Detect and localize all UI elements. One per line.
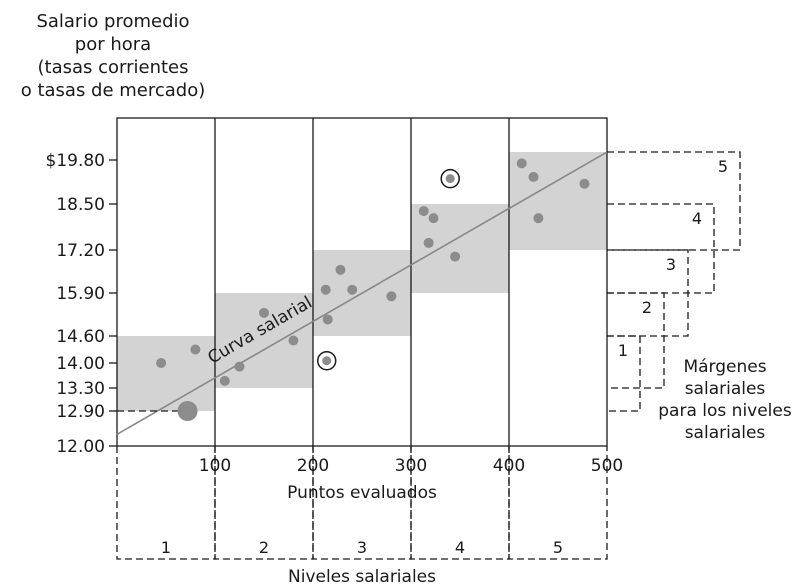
pay-range-band-5 bbox=[509, 152, 607, 250]
grade-bracket-label: 3 bbox=[357, 538, 367, 557]
data-point bbox=[320, 284, 331, 295]
wage-curve bbox=[116, 151, 608, 436]
range-bracket-label: 1 bbox=[618, 341, 628, 360]
range-bracket-label: 5 bbox=[718, 157, 728, 176]
plot-frame bbox=[116, 117, 608, 447]
range-label-line: salariales bbox=[685, 379, 766, 399]
range-label-line: para los niveles bbox=[658, 401, 792, 421]
range-bracket-label: 2 bbox=[642, 298, 652, 317]
data-points bbox=[156, 158, 590, 421]
data-point bbox=[450, 251, 461, 262]
data-point bbox=[423, 237, 434, 248]
data-point bbox=[516, 158, 527, 169]
y-axis-title-line: Salario promedio bbox=[36, 11, 189, 32]
grade-bracket-label: 5 bbox=[553, 538, 563, 557]
grade-axis-title: Niveles salariales bbox=[288, 567, 436, 585]
x-axis-title: Puntos evaluados bbox=[287, 483, 437, 503]
grade-bracket-label: 2 bbox=[259, 538, 269, 557]
pay-range-band-1 bbox=[117, 336, 215, 411]
data-point bbox=[219, 375, 230, 386]
range-bracket-5 bbox=[607, 151, 741, 251]
data-point bbox=[156, 358, 167, 368]
range-bracket-2 bbox=[607, 292, 665, 389]
y-tick-label: 12.90 bbox=[56, 402, 105, 422]
data-point bbox=[259, 307, 269, 318]
y-axis-ticks: $19.80 18.50 17.20 15.90 14.60 14.00 13.30 12.9… bbox=[46, 151, 117, 457]
grade-bracket-label: 4 bbox=[455, 538, 465, 557]
grade-bracket-5 bbox=[508, 446, 608, 560]
grade-bracket-label: 1 bbox=[161, 538, 171, 557]
y-tick-label: 18.50 bbox=[56, 195, 105, 215]
pay-range-band-4 bbox=[411, 204, 509, 293]
circled-point bbox=[445, 174, 455, 184]
plot-border bbox=[116, 117, 608, 447]
y-tick-label: 17.20 bbox=[56, 241, 105, 261]
y-tick-label: 14.00 bbox=[56, 354, 105, 374]
y-tick-label: 14.60 bbox=[56, 327, 105, 347]
y-tick-label: 12.00 bbox=[56, 437, 105, 457]
y-axis-title-line: o tasas de mercado) bbox=[21, 80, 206, 101]
data-point bbox=[335, 264, 346, 275]
y-tick-label: 13.30 bbox=[56, 379, 105, 399]
y-tick-label: $19.80 bbox=[46, 151, 105, 171]
y-axis-title-line: por hora bbox=[75, 34, 151, 55]
data-point bbox=[418, 206, 429, 217]
highlight-point bbox=[177, 401, 198, 421]
range-brackets: 1 2 3 4 5 bbox=[607, 151, 741, 412]
range-bracket-label: 4 bbox=[692, 209, 702, 228]
y-tick-label: 15.90 bbox=[56, 284, 105, 304]
data-point bbox=[234, 361, 245, 372]
wage-curve-line bbox=[116, 151, 608, 436]
data-point bbox=[386, 291, 397, 302]
range-label-line: Márgenes bbox=[683, 357, 766, 377]
data-point bbox=[190, 344, 201, 355]
data-point bbox=[347, 284, 358, 295]
range-bracket-label: 3 bbox=[666, 255, 676, 274]
data-point bbox=[288, 335, 299, 346]
pay-range-bands bbox=[117, 152, 607, 411]
circled-point bbox=[322, 356, 332, 366]
data-point bbox=[533, 213, 544, 224]
y-axis-title-line: (tasas corrientes bbox=[37, 57, 188, 78]
data-point bbox=[428, 213, 439, 224]
data-point bbox=[579, 178, 590, 189]
data-point bbox=[322, 314, 333, 325]
grade-brackets: 1 2 3 4 5 bbox=[116, 446, 608, 560]
data-point bbox=[528, 171, 539, 182]
range-label-line: salariales bbox=[685, 423, 766, 443]
